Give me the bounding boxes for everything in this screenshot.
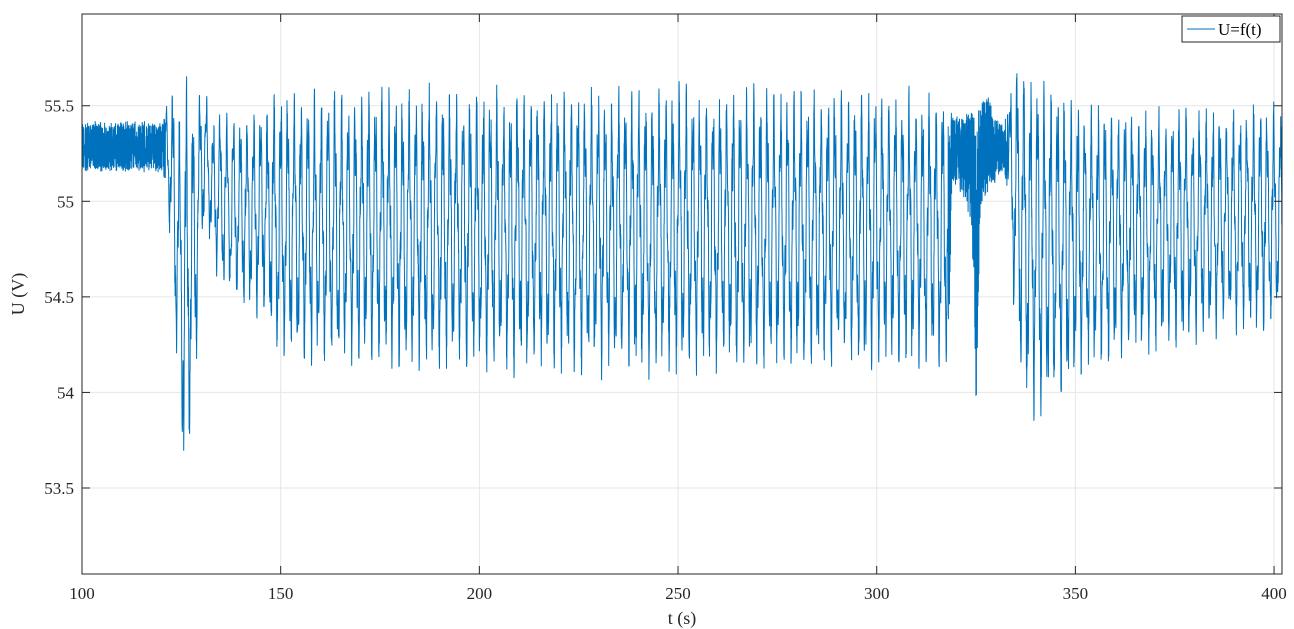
x-tick-label: 100 (69, 584, 95, 603)
y-tick-label: 54 (57, 383, 75, 402)
x-tick-label: 250 (665, 584, 691, 603)
y-tick-label: 55 (57, 192, 74, 211)
x-tick-label: 150 (268, 584, 294, 603)
series-line-u (82, 73, 1282, 451)
x-tick-label: 400 (1261, 584, 1287, 603)
y-tick-label: 54.5 (44, 288, 74, 307)
x-tick-label: 300 (864, 584, 890, 603)
x-tick-label: 350 (1063, 584, 1089, 603)
plot-frame (81, 13, 1283, 575)
legend: U=f(t) (1181, 15, 1281, 43)
x-tick-labels: 100 150 200 250 300 350 400 (69, 584, 1287, 603)
y-axis-label: U (V) (8, 273, 29, 316)
x-tick-label: 200 (467, 584, 493, 603)
grid (82, 14, 1282, 574)
y-tick-label: 55.5 (44, 97, 74, 116)
x-axis-label: t (s) (668, 608, 697, 629)
y-tick-labels: 53.5 54 54.5 55 55.5 (44, 97, 74, 498)
legend-entry-u: U=f(t) (1218, 20, 1262, 39)
y-tick-label: 53.5 (44, 479, 74, 498)
